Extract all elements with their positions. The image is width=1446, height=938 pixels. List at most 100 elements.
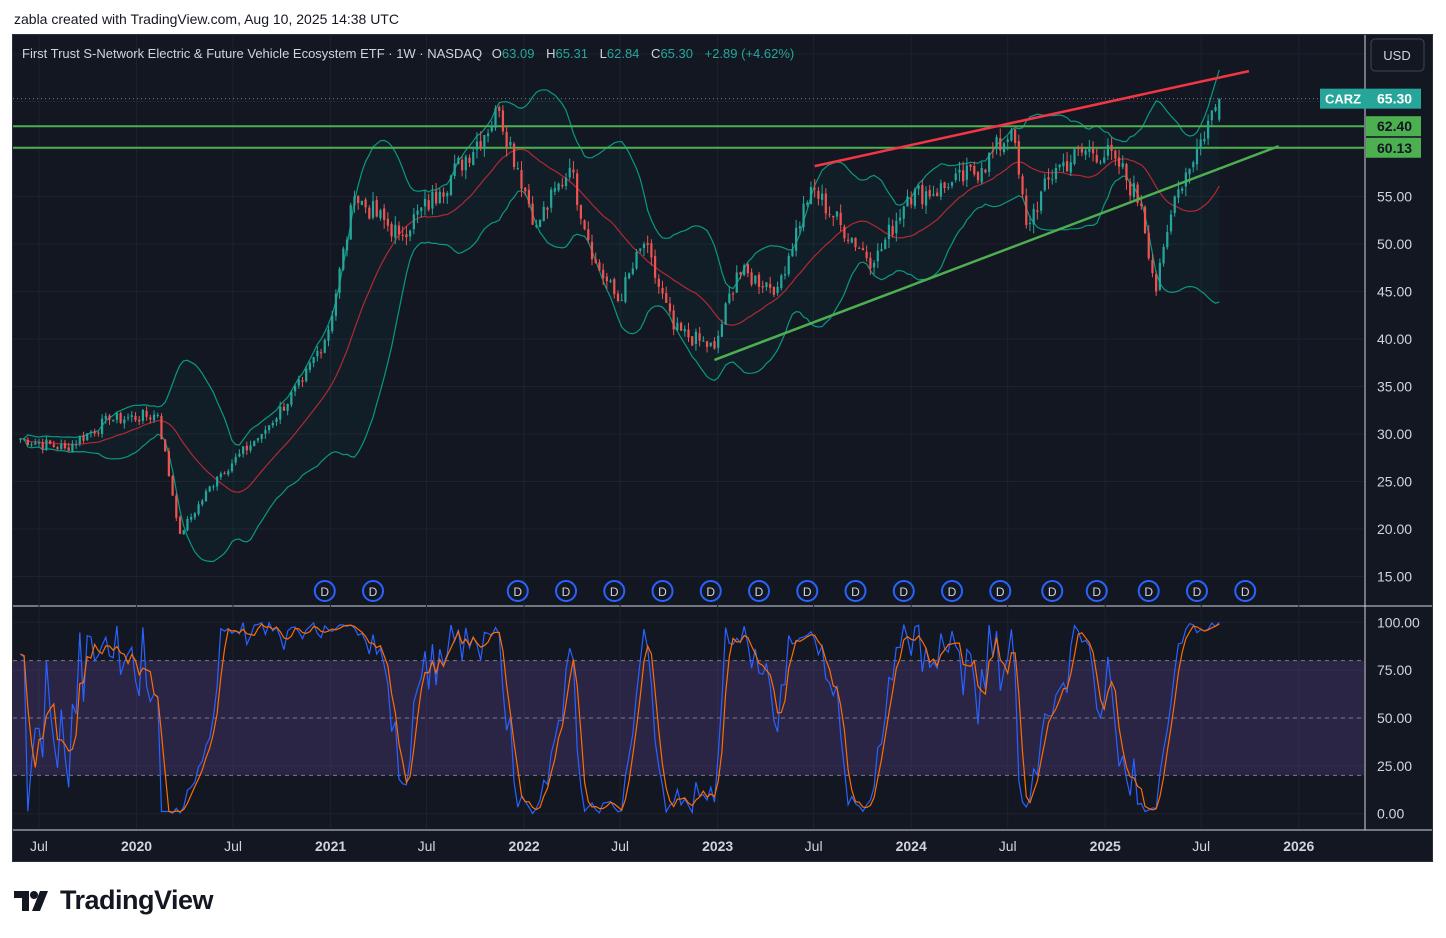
dividend-marker[interactable]: D — [989, 580, 1012, 602]
trendline-resistance[interactable] — [814, 69, 1250, 168]
candle-body — [1203, 138, 1206, 142]
dividend-marker[interactable]: D — [362, 580, 385, 602]
candle-body — [735, 272, 738, 293]
dividend-marker-label: D — [1144, 585, 1153, 599]
candle-body — [1047, 177, 1050, 180]
dividend-marker[interactable]: D — [1137, 580, 1160, 602]
trendlines[interactable] — [714, 69, 1280, 362]
time-tick-label: Jul — [224, 838, 242, 854]
dividend-marker-circle — [796, 580, 819, 602]
candle-body — [104, 415, 107, 420]
tradingview-logo[interactable]: TradingView — [14, 885, 214, 916]
candle-body — [691, 336, 694, 346]
candle-body — [872, 263, 876, 268]
currency-button[interactable]: USD — [1370, 38, 1425, 72]
dividend-marker[interactable]: D — [603, 580, 626, 602]
candle-body — [331, 315, 334, 332]
candle-body — [631, 268, 634, 274]
candle-body — [457, 157, 460, 164]
candle-body — [746, 264, 749, 274]
candle-body — [1207, 120, 1210, 139]
candle-body — [795, 227, 798, 251]
candle-body — [93, 431, 96, 434]
dividend-marker[interactable]: D — [651, 580, 674, 602]
candle-body — [312, 357, 315, 364]
candles — [19, 98, 1221, 535]
dividend-marker[interactable]: D — [941, 580, 964, 602]
dividend-marker-circle — [941, 580, 964, 602]
candle-body — [646, 242, 649, 245]
candle-body — [572, 169, 575, 173]
candle-body — [23, 438, 26, 440]
candle-body — [724, 303, 727, 325]
candle-body — [390, 224, 393, 237]
candle-body — [743, 265, 746, 276]
candle-body — [305, 368, 308, 382]
candle-body — [828, 214, 831, 216]
close-label: C — [651, 46, 660, 61]
candle-body — [602, 269, 605, 279]
level-price-label: 62.40 — [1377, 118, 1412, 134]
candle-body — [965, 165, 968, 180]
candle-body — [576, 173, 579, 205]
dividend-marker[interactable]: D — [892, 580, 915, 602]
candle-body — [594, 259, 597, 263]
dividend-marker[interactable]: D — [506, 580, 529, 602]
dividend-marker[interactable]: D — [844, 580, 867, 602]
stochastic-band — [13, 660, 1364, 776]
candle-body — [479, 141, 482, 148]
candle-body — [832, 215, 835, 218]
dividend-marker[interactable]: D — [1234, 580, 1257, 602]
candle-body — [371, 201, 375, 218]
candle-body — [1088, 149, 1091, 152]
dividend-marker[interactable]: D — [313, 580, 336, 602]
candle-body — [97, 432, 100, 434]
candle-body — [538, 219, 542, 227]
candle-body — [49, 440, 52, 444]
candle-body — [353, 196, 356, 206]
candle-body — [880, 249, 883, 251]
time-tick-label: Jul — [805, 838, 823, 854]
trendline-support[interactable] — [714, 144, 1280, 362]
candle-body — [30, 444, 33, 446]
dividend-marker[interactable]: D — [1085, 580, 1108, 602]
candle-body — [230, 463, 234, 472]
dividend-marker[interactable]: D — [1041, 580, 1064, 602]
candle-body — [375, 200, 378, 217]
candle-body — [182, 530, 185, 535]
dividend-marker[interactable]: D — [796, 580, 819, 602]
dividend-marker[interactable]: D — [555, 580, 578, 602]
dividend-marker-label: D — [658, 585, 667, 599]
candle-body — [639, 248, 642, 251]
candle-body — [568, 168, 571, 178]
horizontal-levels[interactable] — [13, 98, 1364, 149]
candle-body — [1036, 210, 1039, 213]
candle-body — [839, 212, 842, 225]
candle-body — [1095, 155, 1098, 163]
candle-body — [605, 276, 608, 282]
stoch-tick-label: 75.00 — [1377, 662, 1412, 678]
candle-body — [865, 251, 868, 259]
dividend-marker[interactable]: D — [1185, 580, 1208, 602]
candle-body — [357, 196, 360, 203]
candle-body — [123, 419, 126, 424]
dividend-marker[interactable]: D — [748, 580, 771, 602]
candle-body — [126, 417, 130, 419]
candle-body — [223, 473, 226, 475]
dividend-marker-circle — [1234, 580, 1257, 602]
candle-body — [590, 241, 594, 260]
candle-body — [74, 444, 78, 446]
candle-body — [319, 352, 323, 354]
candle-body — [943, 182, 946, 189]
candle-body — [524, 187, 527, 192]
dividend-marker[interactable]: D — [699, 580, 722, 602]
candle-body — [1106, 145, 1110, 156]
candle-body — [100, 418, 104, 434]
candle-body — [164, 439, 167, 452]
candle-body — [249, 445, 252, 451]
bollinger-lower — [20, 175, 1220, 563]
time-axis[interactable]: Jul 2020 Jul 2021 Jul 2022 Jul 2023 Jul 2024 Jul 20… — [30, 838, 1315, 854]
last-price-label-bg — [1366, 88, 1421, 109]
